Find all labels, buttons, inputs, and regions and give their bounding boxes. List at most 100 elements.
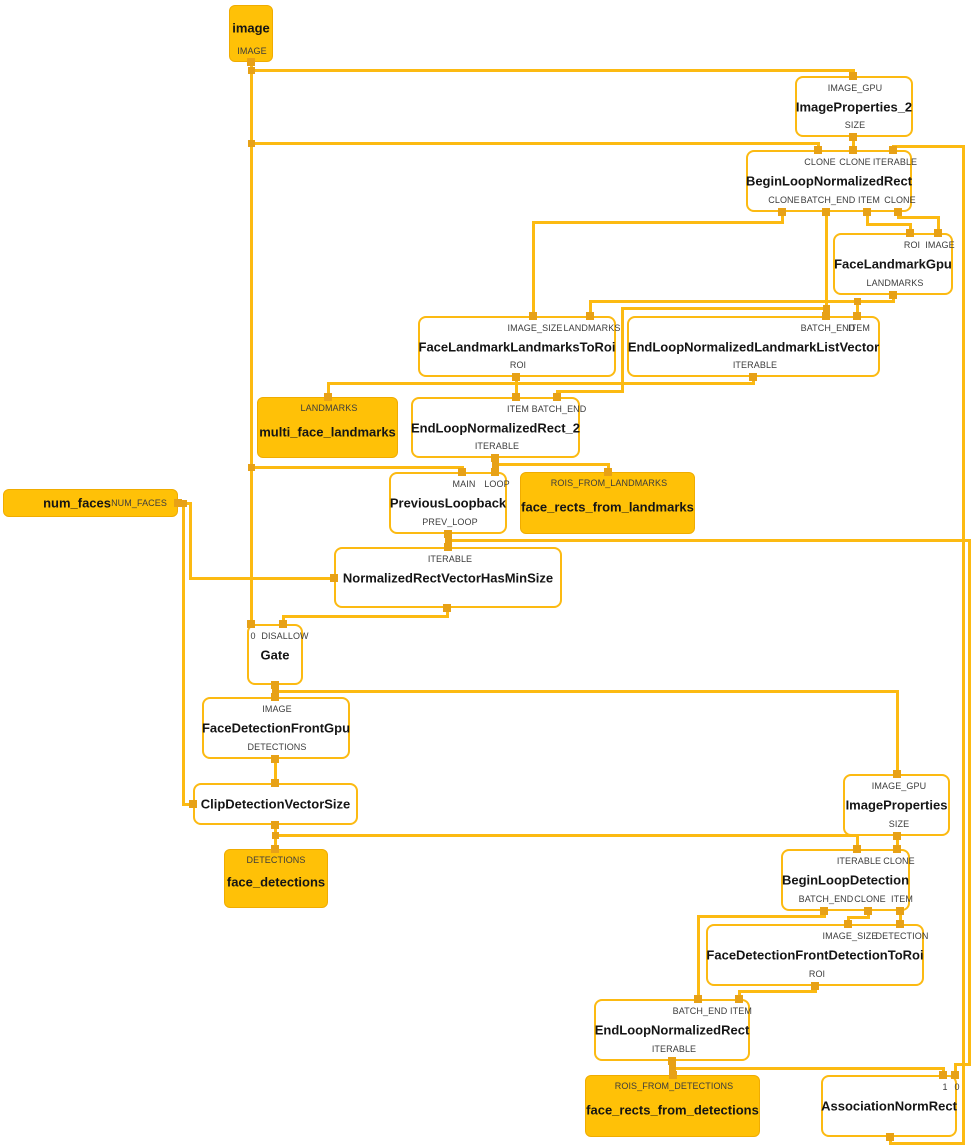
node-end-loop-normalized-landmark-list-vector[interactable]: EndLoopNormalizedLandmarkListVector BATCH… [627, 316, 880, 377]
edge-segment [780, 210, 784, 224]
wire-junction-dot [854, 298, 861, 305]
edge-segment [446, 538, 971, 542]
port-dot-image [247, 58, 255, 66]
node-begin-loop-detection[interactable]: BeginLoopDetection ITERABLE CLONE BATCH_END… [781, 849, 915, 911]
node-association-norm-rect[interactable]: AssociationNormRect 1 0 [821, 1075, 960, 1137]
edge-segment [326, 381, 755, 385]
node-face-landmark-landmarks-to-roi[interactable]: FaceLandmarkLandmarksToRoi IMAGE_SIZE LAND… [418, 316, 620, 377]
edge-segment [514, 375, 518, 399]
edge-segment [181, 802, 195, 806]
edge-segment [936, 215, 940, 235]
port-dot-image [934, 229, 942, 237]
port-label-size: SIZE [888, 819, 910, 829]
port-dot-clone [814, 146, 822, 154]
port-label-image-gpu: IMAGE_GPU [827, 83, 883, 93]
port-label-image-gpu: IMAGE_GPU [871, 781, 927, 791]
edge-segment [588, 299, 592, 318]
node-face-rects-from-detections[interactable]: face_rects_from_detections ROIS_FROM_DETE… [585, 1075, 760, 1137]
port-dot-main [458, 468, 466, 476]
wire-junction-dot [669, 1065, 676, 1072]
port-label-0: 0 [954, 1082, 960, 1092]
node-face-detections[interactable]: face_detections DETECTIONS [224, 849, 328, 908]
port-dot-image-gpu [849, 72, 857, 80]
edge-segment [249, 60, 253, 626]
wire-junction-dot [248, 140, 255, 147]
edge-segment [181, 501, 185, 806]
node-gate[interactable]: Gate 0 DISALLOW [247, 624, 309, 685]
edge-segment [896, 215, 940, 219]
port-label-iterable: ITERABLE [474, 441, 520, 451]
port-label-landmarks: LANDMARKS [563, 323, 621, 333]
node-face-rects-from-landmarks[interactable]: face_rects_from_landmarks ROIS_FROM_LANDM… [520, 472, 695, 534]
node-previous-loopback[interactable]: PreviousLoopback MAIN LOOP PREV_LOOP [389, 472, 510, 534]
node-image-properties[interactable]: ImageProperties IMAGE_GPU SIZE [843, 774, 950, 836]
port-label-rois-from-detections: ROIS_FROM_DETECTIONS [614, 1081, 734, 1091]
node-title: face_rects_from_landmarks [521, 499, 694, 515]
node-end-loop-normalized-rect-2[interactable]: EndLoopNormalizedRect_2 ITEM BATCH_END ITER… [410, 397, 586, 458]
edge-segment [555, 389, 624, 393]
edge-segment [846, 915, 870, 919]
port-dot-batch-end [822, 312, 830, 320]
edge-segment [961, 144, 965, 1145]
port-dot-rois-from-landmarks [604, 468, 612, 476]
port-label-landmarks: LANDMARKS [300, 403, 358, 413]
port-dot-batch-end [820, 907, 828, 915]
node-title: FaceLandmarkGpu [834, 256, 952, 272]
port-label-iterable: ITERABLE [651, 1044, 697, 1054]
port-label-image: IMAGE [925, 240, 955, 250]
node-multi-face-landmarks[interactable]: multi_face_landmarks LANDMARKS [257, 397, 398, 458]
wire-junction-dot [445, 537, 452, 544]
port-dot-batch-end [694, 995, 702, 1003]
wire-junction-dot [272, 688, 279, 695]
node-clip-detection-vector-size[interactable]: ClipDetectionVectorSize [193, 783, 358, 825]
edge-segment [273, 689, 899, 693]
port-label-item: ITEM [858, 195, 880, 205]
port-label-iterable: ITERABLE [427, 554, 473, 564]
port-dot-iterable [853, 845, 861, 853]
node-title: FaceDetectionFrontDetectionToRoi [706, 947, 924, 963]
port-label-item: ITEM [891, 894, 913, 904]
port-dot-clone [864, 907, 872, 915]
node-title: EndLoopNormalizedRect [594, 1022, 750, 1038]
port-label-size: SIZE [844, 120, 866, 130]
node-num-faces[interactable]: num_faces NUM_FACES [3, 489, 178, 517]
node-face-detection-front-gpu[interactable]: FaceDetectionFrontGpu IMAGE DETECTIONS [202, 697, 350, 759]
port-label-detection: DETECTION [875, 931, 929, 941]
port-dot-landmarks [324, 393, 332, 401]
node-title: BeginLoopDetection [781, 872, 910, 888]
port-label-num-faces: NUM_FACES [111, 498, 167, 508]
node-title: EndLoopNormalizedRect_2 [410, 420, 581, 435]
node-face-detection-front-detection-to-roi[interactable]: FaceDetectionFrontDetectionToRoi IMAGE_SI… [706, 924, 928, 986]
port-dot-iterable [491, 454, 499, 462]
port-dot [271, 821, 279, 829]
node-normalized-rect-vector-has-min-size[interactable]: NormalizedRectVectorHasMinSize ITERABLE [334, 547, 562, 608]
port-label-disallow: DISALLOW [261, 631, 309, 641]
node-title: face_detections [226, 874, 326, 890]
edge-segment [273, 757, 277, 785]
node-end-loop-normalized-rect[interactable]: EndLoopNormalizedRect BATCH_END ITEM ITERAB… [594, 999, 752, 1061]
edge-segment [865, 222, 912, 226]
port-label-batch-end: BATCH_END [672, 1006, 728, 1016]
port-label-item: ITEM [507, 404, 529, 414]
port-dot-landmarks [889, 291, 897, 299]
port-dot-detection [896, 920, 904, 928]
node-title: Gate [260, 647, 290, 662]
node-face-landmark-gpu[interactable]: FaceLandmarkGpu ROI IMAGE LANDMARKS [833, 233, 955, 295]
edge-segment [953, 1062, 971, 1066]
wire-junction-dot [272, 832, 279, 839]
port-dot [330, 574, 338, 582]
edge-segment [273, 833, 859, 837]
port-label-clone: CLONE [768, 195, 800, 205]
node-image-properties-2[interactable]: ImageProperties_2 IMAGE_GPU SIZE [795, 76, 913, 137]
port-label-batch-end: BATCH_END [798, 894, 854, 904]
edge-segment [620, 306, 828, 310]
edge-segment [249, 68, 855, 72]
node-title: BeginLoopNormalizedRect [745, 173, 913, 189]
edge-segment [865, 210, 869, 226]
edge-segment [249, 141, 820, 145]
node-begin-loop-normalized-rect[interactable]: BeginLoopNormalizedRect CLONE CLONE ITERABL… [745, 150, 917, 212]
port-dot-iterable [444, 543, 452, 551]
node-image[interactable]: image IMAGE [229, 5, 273, 62]
port-label-iterable: ITERABLE [836, 856, 882, 866]
port-label-roi: ROI [903, 240, 921, 250]
